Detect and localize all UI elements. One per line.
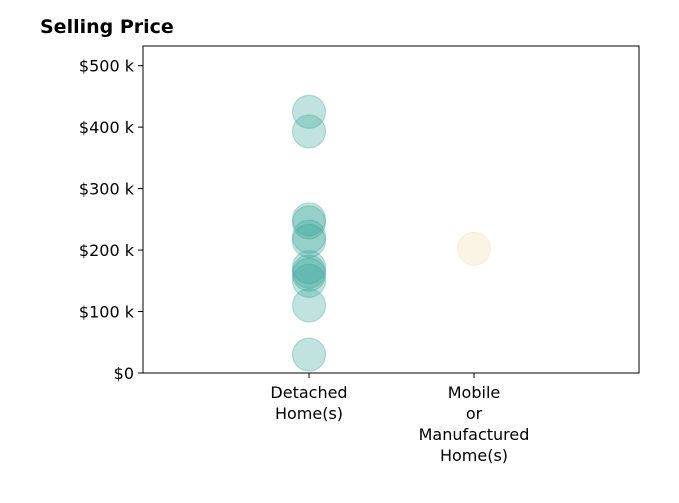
data-point (291, 254, 327, 289)
y-tick-label: $200 k (79, 241, 135, 260)
y-tick-label: $300 k (79, 180, 135, 199)
x-tick-label: Mobile or Manufactured Home(s) (419, 383, 530, 465)
x-tick-label-line: Home(s) (275, 404, 343, 423)
x-tick-label-line: Mobile (448, 383, 500, 402)
data-point (291, 205, 327, 240)
x-tick-label: Detached Home(s) (270, 383, 347, 423)
data-point (291, 94, 327, 129)
data-point (291, 202, 327, 237)
chart-title: Selling Price (40, 16, 174, 38)
data-point (291, 219, 327, 254)
data-point (456, 231, 492, 266)
data-point (291, 223, 327, 258)
data-point (291, 257, 327, 292)
y-tick-label: $400 k (79, 118, 135, 137)
data-point (291, 250, 327, 285)
x-tick-label-line: Detached (270, 383, 347, 402)
plot-area-frame (142, 45, 640, 374)
y-tick-label: $500 k (79, 57, 135, 76)
x-tick-label-line: Manufactured (419, 425, 530, 444)
y-axis: $0 $100 k $200 k $300 k $400 k $500 k (79, 57, 143, 383)
y-tick-label: $100 k (79, 303, 135, 322)
data-point (291, 288, 327, 323)
data-point (291, 337, 327, 372)
data-point (291, 263, 327, 298)
x-tick-label-line: Home(s) (440, 446, 508, 465)
x-tick-label-line: or (466, 404, 483, 423)
y-tick-label: $0 (114, 364, 134, 383)
data-point (291, 114, 327, 149)
data-points (291, 94, 492, 372)
x-axis: Detached Home(s) Mobile or Manufactured Home(… (270, 373, 529, 465)
